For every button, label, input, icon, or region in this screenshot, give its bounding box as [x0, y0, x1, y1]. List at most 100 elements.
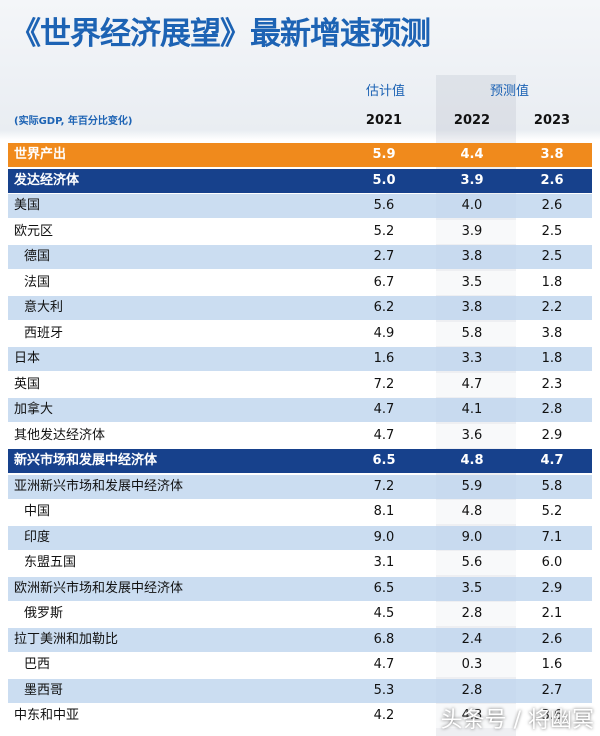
row-value: 4.0: [461, 198, 483, 213]
row-label: 巴西: [24, 657, 51, 672]
row-value: 0.3: [461, 657, 483, 672]
row-label: 日本: [14, 351, 41, 366]
row-value: 2.5: [541, 249, 563, 264]
row-value: 4.7: [373, 402, 395, 417]
table-row: 印度 9.0 9.0 7.1: [8, 525, 592, 550]
row-value: 2.9: [541, 427, 563, 443]
row-label: 其他发达经济体: [14, 427, 106, 443]
row-label: 俄罗斯: [24, 606, 64, 621]
row-value: 9.0: [373, 529, 395, 545]
table-row: 欧洲新兴市场和发展中经济体 6.5 3.5 2.9: [8, 576, 592, 601]
table-row: 加拿大 4.7 4.1 2.8: [8, 398, 592, 422]
table-row: 美国 5.6 4.0 2.6: [8, 194, 592, 218]
row-value: 5.3: [373, 682, 395, 698]
row-value: 4.7: [540, 453, 564, 468]
row-value: 5.6: [461, 555, 483, 570]
row-value: 5.2: [373, 223, 395, 239]
row-value: 1.6: [541, 657, 563, 672]
row-value: 5.8: [541, 478, 563, 494]
row-value: 3.8: [541, 325, 563, 341]
row-value: 9.0: [461, 529, 483, 545]
year: 2022: [453, 113, 491, 128]
row-value: 2.7: [373, 249, 395, 264]
row-value: 1.8: [541, 274, 563, 290]
row-value: 4.1: [461, 402, 483, 417]
row-value: 3.8: [461, 249, 483, 264]
row-label: 中国: [24, 504, 51, 519]
year: 2023: [533, 113, 571, 128]
row-value: 4.7: [461, 376, 483, 392]
row-label: 德国: [24, 249, 51, 264]
row-label: 欧元区: [14, 223, 54, 239]
table-row: 东盟五国 3.1 5.6 6.0: [8, 551, 592, 575]
row-value: 3.6: [541, 708, 563, 723]
row-label: 发达经济体: [14, 172, 80, 188]
estimate-label: 估计值: [366, 84, 406, 99]
row-value: 2.8: [461, 606, 483, 621]
row-value: 2.9: [541, 580, 563, 596]
row-value: 2.1: [541, 606, 563, 621]
row-value: 2.4: [461, 631, 483, 647]
row-value: 4.5: [373, 606, 395, 621]
row-label: 意大利: [24, 300, 64, 315]
row-label: 新兴市场和发展中经济体: [14, 453, 158, 468]
row-value: 3.1: [373, 555, 395, 570]
row-label: 英国: [14, 376, 41, 392]
table-row: 墨西哥 5.3 2.8 2.7: [8, 678, 592, 703]
table-row: 世界产出 5.9 4.4 3.8: [8, 143, 592, 167]
table-row: 德国 2.7 3.8 2.5: [8, 245, 592, 269]
row-value: 4.2: [373, 708, 395, 723]
row-value: 2.6: [541, 631, 563, 647]
row-value: 2.6: [541, 198, 563, 213]
title: 《世界经济展望》最新增速预测: [10, 16, 431, 52]
row-value: 6.8: [373, 631, 395, 647]
row-value: 7.1: [541, 529, 563, 545]
table-row: 拉丁美洲和加勒比 6.8 2.4 2.6: [8, 627, 592, 652]
row-value: 4.8: [461, 504, 483, 519]
table-row: 新兴市场和发展中经济体 6.5 4.8 4.7: [8, 449, 592, 473]
row-value: 5.0: [372, 172, 396, 188]
row-value: 2.2: [541, 300, 563, 315]
row-value: 6.5: [373, 580, 395, 596]
row-label: 美国: [14, 198, 41, 213]
row-value: 2.8: [541, 402, 563, 417]
row-value: 4.9: [373, 325, 395, 341]
row-value: 3.9: [460, 172, 484, 188]
row-label: 世界产出: [14, 147, 67, 162]
unit-label: (实际GDP, 年百分比变化): [14, 116, 133, 127]
row-value: 2.3: [541, 376, 563, 392]
table-row: 法国 6.7 3.5 1.8: [8, 270, 592, 295]
row-value: 5.2: [541, 504, 563, 519]
row-value: 3.5: [461, 580, 483, 596]
row-value: 7.2: [373, 478, 395, 494]
row-value: 6.5: [372, 453, 396, 468]
row-label: 欧洲新兴市场和发展中经济体: [14, 580, 184, 596]
row-value: 5.9: [372, 147, 396, 162]
row-value: 3.8: [461, 300, 483, 315]
table-row: 发达经济体 5.0 3.9 2.6: [8, 168, 592, 193]
row-label: 西班牙: [24, 325, 64, 341]
table-row: 中东和中亚 4.2 4.3 3.6: [8, 704, 592, 728]
row-value: 4.8: [460, 453, 484, 468]
row-value: 2.6: [540, 172, 564, 188]
row-label: 法国: [24, 274, 51, 290]
row-value: 4.3: [461, 708, 483, 723]
row-label: 印度: [24, 529, 51, 545]
table-row: 其他发达经济体 4.7 3.6 2.9: [8, 423, 592, 448]
row-value: 2.8: [461, 682, 483, 698]
row-label: 加拿大: [14, 402, 54, 417]
row-label: 亚洲新兴市场和发展中经济体: [14, 478, 184, 494]
row-label: 东盟五国: [24, 555, 77, 570]
forecast-label: 预测值: [490, 84, 530, 99]
row-value: 7.2: [373, 376, 395, 392]
table-row: 中国 8.1 4.8 5.2: [8, 500, 592, 524]
table-row: 亚洲新兴市场和发展中经济体 7.2 5.9 5.8: [8, 474, 592, 499]
row-value: 4.4: [460, 147, 484, 162]
row-value: 3.6: [461, 427, 483, 443]
table-row: 西班牙 4.9 5.8 3.8: [8, 321, 592, 346]
row-value: 5.8: [461, 325, 483, 341]
row-value: 6.0: [541, 555, 563, 570]
row-value: 8.1: [373, 504, 395, 519]
table-row: 欧元区 5.2 3.9 2.5: [8, 219, 592, 244]
